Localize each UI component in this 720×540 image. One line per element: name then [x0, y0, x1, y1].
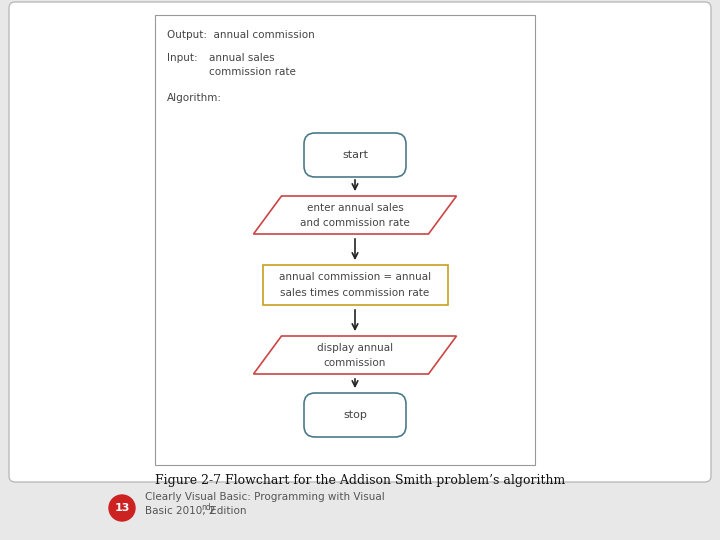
Text: display annual: display annual: [317, 343, 393, 353]
Text: Algorithm:: Algorithm:: [167, 93, 222, 103]
Text: Basic 2010, 2: Basic 2010, 2: [145, 506, 215, 516]
Text: sales times commission rate: sales times commission rate: [280, 288, 430, 298]
Text: enter annual sales: enter annual sales: [307, 203, 403, 213]
Text: commission: commission: [324, 358, 386, 368]
Polygon shape: [253, 336, 456, 374]
Text: Clearly Visual Basic: Programming with Visual: Clearly Visual Basic: Programming with V…: [145, 492, 384, 502]
Text: start: start: [342, 150, 368, 160]
Text: Output:  annual commission: Output: annual commission: [167, 30, 315, 40]
FancyBboxPatch shape: [263, 265, 448, 305]
Text: annual commission = annual: annual commission = annual: [279, 272, 431, 282]
Text: 13: 13: [114, 503, 130, 513]
Polygon shape: [253, 196, 456, 234]
Circle shape: [109, 495, 135, 521]
FancyBboxPatch shape: [304, 393, 406, 437]
Text: and commission rate: and commission rate: [300, 218, 410, 228]
Text: Figure 2-7 Flowchart for the Addison Smith problem’s algorithm: Figure 2-7 Flowchart for the Addison Smi…: [155, 474, 565, 487]
Text: stop: stop: [343, 410, 367, 420]
FancyBboxPatch shape: [9, 2, 711, 482]
Text: Input:: Input:: [167, 53, 197, 63]
Text: Edition: Edition: [207, 506, 246, 516]
Text: nd: nd: [201, 503, 211, 512]
Text: commission rate: commission rate: [209, 67, 296, 77]
Text: annual sales: annual sales: [209, 53, 274, 63]
FancyBboxPatch shape: [155, 15, 535, 465]
FancyBboxPatch shape: [304, 133, 406, 177]
